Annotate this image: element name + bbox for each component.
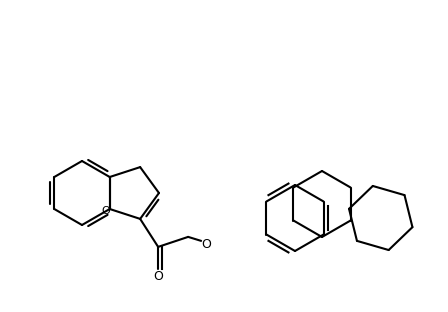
Text: O: O [201, 238, 211, 251]
Text: O: O [153, 271, 163, 283]
Text: O: O [101, 206, 110, 216]
